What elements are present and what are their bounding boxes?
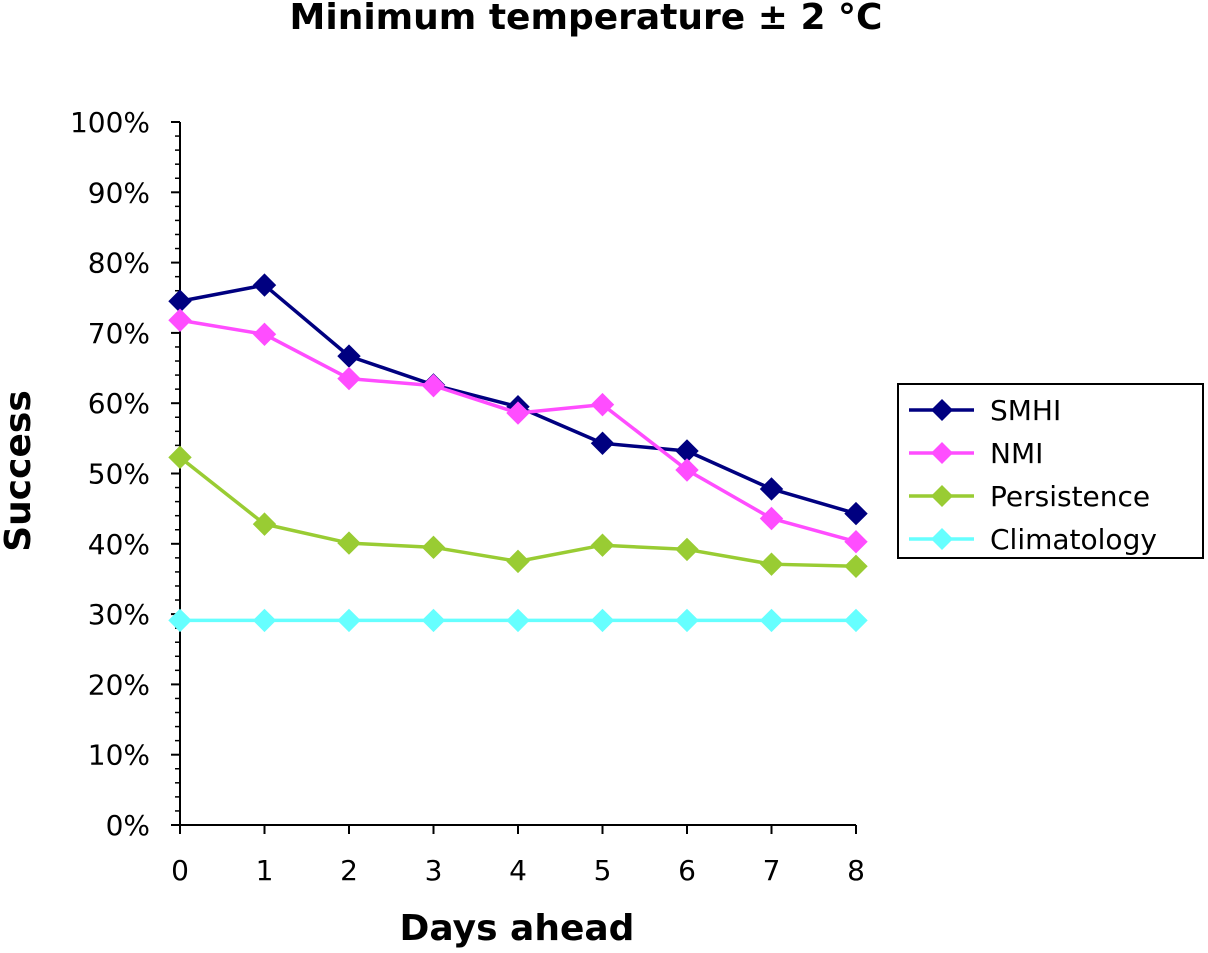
data-point-persistence (759, 552, 784, 576)
legend-label-climatology: Climatology (990, 523, 1157, 556)
data-point-nmi (421, 373, 446, 398)
data-point-persistence (590, 533, 615, 557)
data-point-nmi (590, 392, 615, 417)
data-point-climatology (421, 608, 446, 633)
x-tick-label: 7 (763, 854, 781, 887)
data-point-climatology (590, 608, 615, 633)
data-point-persistence (421, 535, 446, 560)
data-point-persistence (844, 554, 868, 579)
legend-marker-persistence (931, 485, 953, 507)
legend-marker-climatology (931, 528, 953, 550)
y-tick-label: 20% (88, 668, 150, 701)
y-tick-label: 50% (88, 458, 150, 491)
data-point-climatology (337, 608, 361, 633)
data-point-smhi (252, 273, 277, 297)
data-point-persistence (675, 537, 699, 562)
legend-label-smhi: SMHI (990, 394, 1061, 427)
data-point-persistence (337, 531, 361, 555)
data-point-nmi (168, 308, 192, 332)
x-tick-label: 3 (425, 854, 443, 887)
data-point-climatology (252, 608, 277, 633)
data-point-persistence (252, 512, 277, 536)
series-line-nmi (179, 318, 857, 544)
series-climatology (168, 608, 868, 633)
data-point-persistence (506, 549, 530, 574)
x-tick-label: 2 (340, 854, 358, 887)
series-nmi (168, 308, 868, 554)
y-axis-title: Success (0, 390, 39, 552)
data-point-nmi (675, 458, 699, 482)
y-tick-label: 100% (70, 106, 150, 139)
x-tick-label: 5 (594, 854, 612, 887)
x-tick-label: 6 (678, 854, 696, 887)
y-tick-label: 30% (88, 598, 150, 631)
legend-marker-nmi (931, 442, 953, 464)
data-point-climatology (675, 608, 699, 633)
data-point-nmi (506, 401, 530, 425)
chart-title: Minimum temperature ± 2 °C (290, 0, 883, 38)
x-tick-label: 0 (171, 854, 189, 887)
data-point-nmi (844, 529, 868, 554)
legend-marker-smhi (931, 399, 953, 421)
plot-area: 0% 10% 20% 30% 40% 50% 60% 70% 80% 90% 100% 0 1 2 3 4 5 6… (70, 106, 868, 887)
y-tick-label: 70% (88, 317, 150, 350)
data-point-climatology (759, 608, 784, 633)
data-point-smhi (844, 501, 868, 526)
data-point-climatology (168, 608, 192, 633)
legend-label-persistence: Persistence (990, 480, 1150, 513)
data-point-nmi (337, 366, 361, 391)
data-point-nmi (252, 322, 277, 347)
y-tick-label: 60% (88, 387, 150, 420)
x-axis-title: Days ahead (400, 908, 635, 949)
y-tick-label: 40% (88, 528, 150, 561)
legend: SMHI NMI Persistence Climatology (897, 383, 1204, 559)
x-tick-label: 1 (256, 854, 274, 887)
legend-label-nmi: NMI (990, 437, 1043, 470)
data-point-persistence (168, 445, 192, 470)
y-tick-label: 10% (88, 739, 150, 772)
data-point-nmi (759, 506, 784, 531)
y-tick-label: 0% (106, 809, 150, 842)
y-tick-label: 80% (88, 247, 150, 280)
data-point-smhi (590, 431, 615, 455)
data-point-climatology (506, 608, 530, 633)
data-point-climatology (844, 608, 868, 633)
series-smhi (168, 273, 868, 526)
series-persistence (168, 445, 868, 579)
x-tick-label: 8 (847, 854, 865, 887)
x-tick-label: 4 (509, 854, 527, 887)
y-tick-label: 90% (88, 176, 150, 209)
data-point-smhi (759, 477, 784, 501)
